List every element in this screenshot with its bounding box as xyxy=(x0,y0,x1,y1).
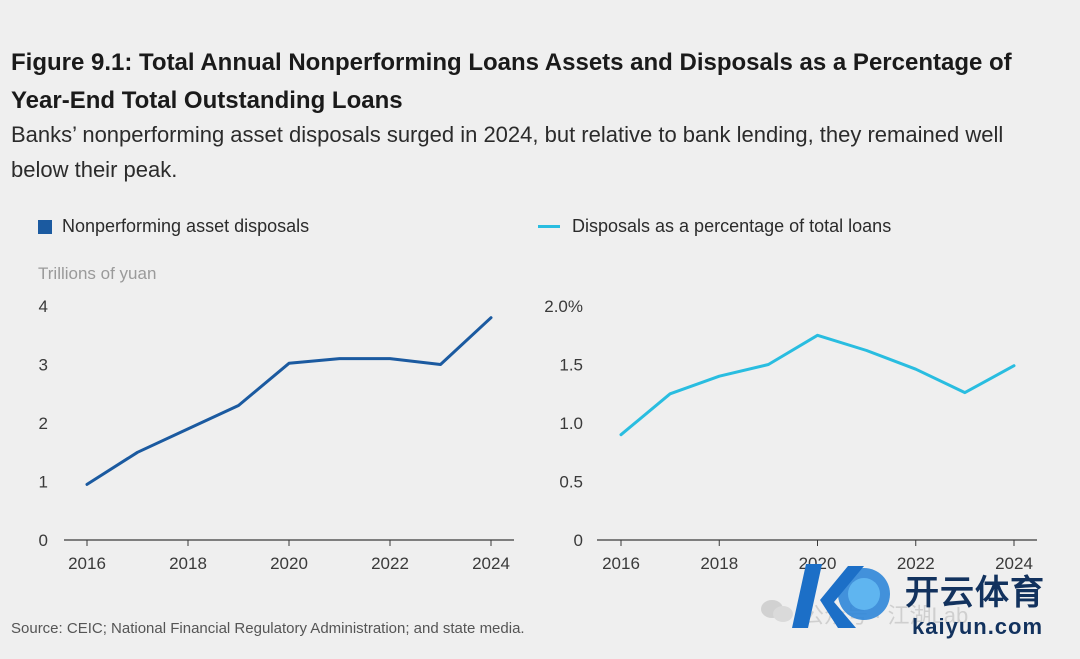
x-tick-label-percentage: 2018 xyxy=(700,554,738,573)
x-tick-label-disposals: 2016 xyxy=(68,554,106,573)
wechat-icon xyxy=(761,600,793,622)
x-tick-label-percentage: 2024 xyxy=(995,554,1033,573)
chart-subtitle: Banks’ nonperforming asset disposals sur… xyxy=(11,122,1004,182)
series-line-percentage xyxy=(619,333,1016,437)
series-line-disposals xyxy=(85,316,493,486)
x-tick-label-disposals: 2020 xyxy=(270,554,308,573)
y-tick-label-disposals: 1 xyxy=(39,473,48,492)
x-tick-label-percentage: 2022 xyxy=(897,554,935,573)
y-axis-unit-label: Trillions of yuan xyxy=(38,264,157,283)
chart-title: Figure 9.1: Total Annual Nonperforming L… xyxy=(11,49,1012,114)
y-tick-label-percentage: 1.0 xyxy=(559,414,583,433)
y-tick-label-disposals: 2 xyxy=(39,414,48,433)
y-tick-label-percentage: 1.5 xyxy=(559,356,583,375)
x-tick-label-disposals: 2024 xyxy=(472,554,510,573)
y-tick-label-percentage: 2.0% xyxy=(544,297,583,316)
y-tick-label-disposals: 0 xyxy=(39,531,48,550)
x-tick-label-percentage: 2016 xyxy=(602,554,640,573)
legend-left: Nonperforming asset disposals xyxy=(38,216,309,237)
x-tick-label-disposals: 2022 xyxy=(371,554,409,573)
y-tick-label-disposals: 4 xyxy=(39,297,48,316)
legend-swatch-percentage xyxy=(538,225,560,228)
y-tick-label-disposals: 3 xyxy=(39,356,48,375)
source-note: Source: CEIC; National Financial Regulat… xyxy=(11,620,525,637)
legend-swatch-disposals xyxy=(38,219,52,234)
legend-label-disposals: Nonperforming asset disposals xyxy=(62,216,310,236)
kaiyun-logo-icon xyxy=(792,564,890,628)
y-tick-label-percentage: 0 xyxy=(574,531,583,550)
watermark-url: kaiyun.com xyxy=(912,614,1044,639)
legend-label-percentage: Disposals as a percentage of total loans xyxy=(572,216,892,236)
legend-right: Disposals as a percentage of total loans xyxy=(538,216,891,237)
x-tick-label-disposals: 2018 xyxy=(169,554,207,573)
y-tick-label-percentage: 0.5 xyxy=(559,473,583,492)
watermark-brand: 开云体育 xyxy=(905,574,1045,612)
